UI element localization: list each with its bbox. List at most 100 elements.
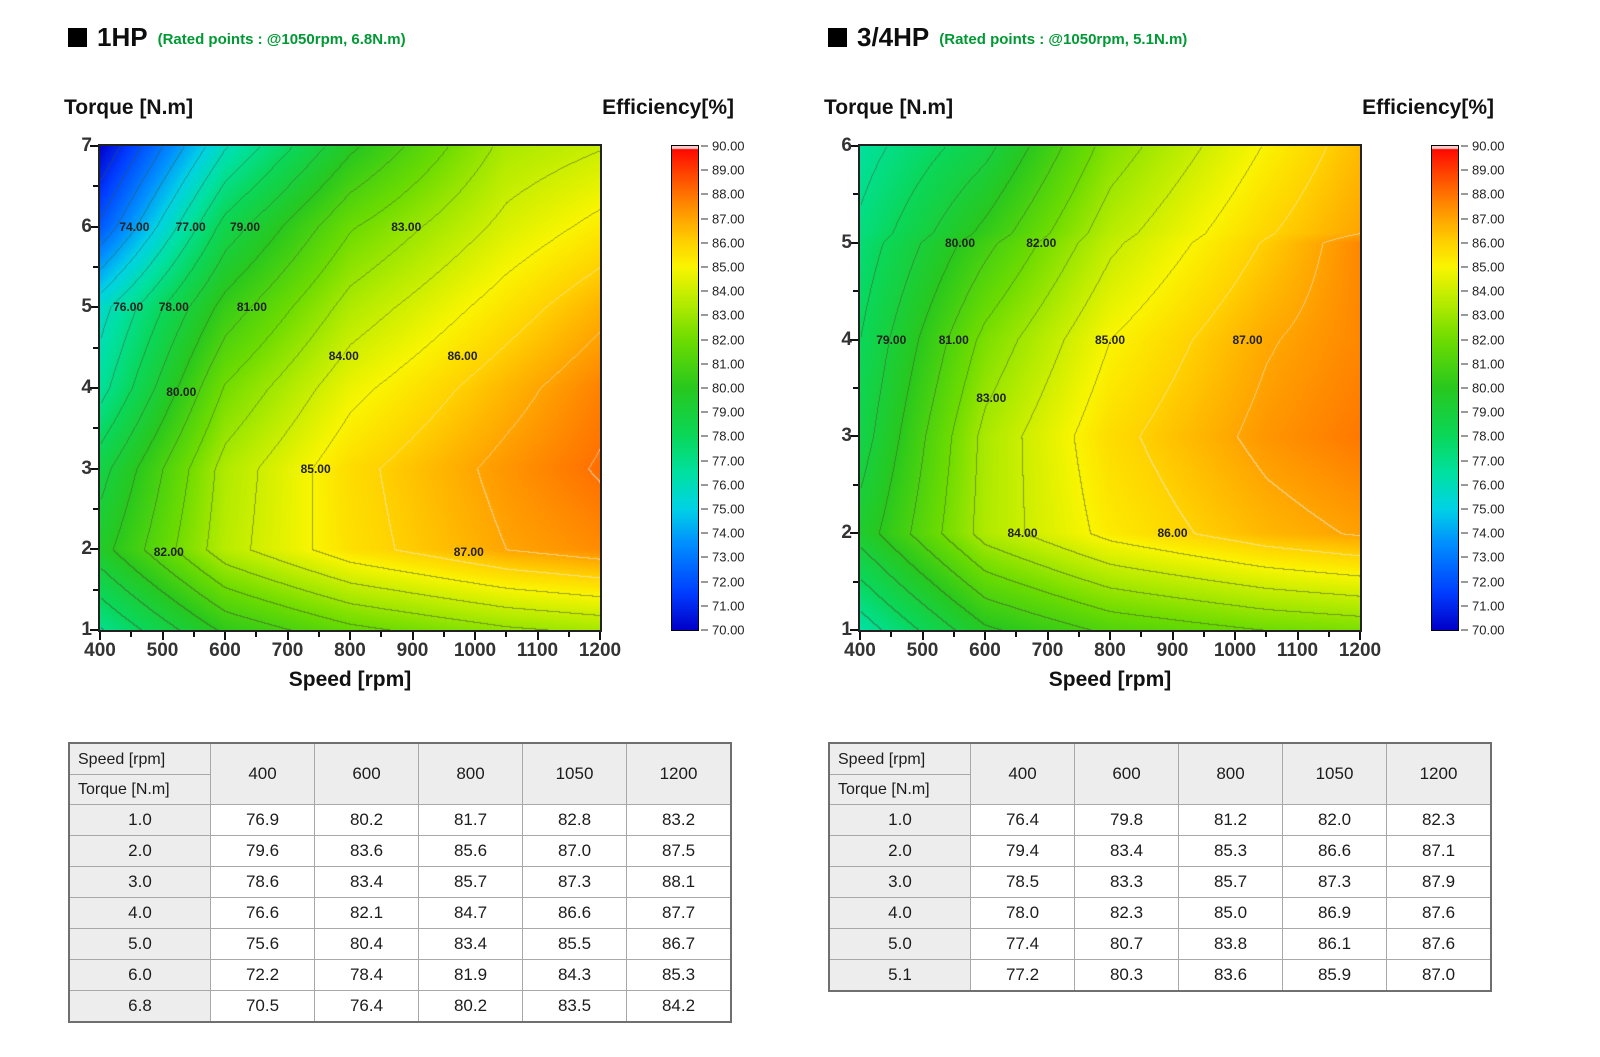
table-body: 1.0 76.4 79.8 81.2 82.0 82.3 2.0 79.4 83.4 85.3 86… (828, 804, 1492, 992)
x-tick-label: 700 (271, 640, 304, 661)
table-header-row: Speed [rpm] Torque [N.m] 400 600 800 1050 1200 (68, 742, 732, 805)
y-tick-label: 5 (841, 231, 852, 253)
colorbar-tick-label: 86.00 (712, 235, 745, 251)
table-row: 1.0 76.4 79.8 81.2 82.0 82.3 (828, 804, 1492, 836)
colorbar-tick-label: 72.00 (1472, 574, 1505, 590)
panel-title: 3/4HP (857, 22, 930, 52)
efficiency-value-cell: 76.9 (210, 804, 315, 836)
colorbar-tick (1461, 241, 1468, 244)
colorbar-tick-label: 82.00 (1472, 332, 1505, 348)
y-tick-label: 4 (841, 328, 852, 350)
torque-header: Torque [N.m] (78, 780, 170, 798)
table-row: 6.0 72.2 78.4 81.9 84.3 85.3 (68, 959, 732, 991)
colorbar-tick (1461, 483, 1468, 486)
y-tick-label: 6 (81, 215, 92, 237)
colorbar-tick-label: 86.00 (1472, 235, 1505, 251)
table-row: 1.0 76.9 80.2 81.7 82.8 83.2 (68, 804, 732, 836)
colorbar-tick (1461, 169, 1468, 172)
speed-header: Speed [rpm] (830, 745, 970, 775)
efficiency-value-cell: 81.9 (418, 959, 523, 991)
colorbar-tick-label: 89.00 (1472, 162, 1505, 178)
colorbar-tick (701, 290, 708, 293)
efficiency-value-cell: 87.3 (1282, 866, 1387, 898)
colorbar-tick (1461, 145, 1468, 147)
efficiency-value-cell: 83.8 (1178, 928, 1283, 960)
x-tick-label: 1200 (578, 640, 622, 661)
x-tick-label: 1100 (1276, 640, 1319, 661)
efficiency-value-cell: 81.2 (1178, 804, 1283, 836)
contour-plot (98, 144, 602, 632)
torque-header: Torque [N.m] (838, 780, 930, 798)
efficiency-value-cell: 85.5 (522, 928, 627, 960)
efficiency-value-cell: 87.3 (522, 866, 627, 898)
table-row: 5.1 77.2 80.3 83.6 85.9 87.0 (828, 959, 1492, 992)
efficiency-value-cell: 87.5 (626, 835, 732, 867)
panel-title: 1HP (97, 22, 148, 52)
x-minor-tick (1140, 632, 1143, 637)
y-major-tick (90, 387, 98, 389)
colorbar-tick (1461, 266, 1468, 268)
colorbar-tick-label: 75.00 (712, 501, 745, 517)
efficiency-value-cell: 80.7 (1074, 928, 1179, 960)
table-row: 6.8 70.5 76.4 80.2 83.5 84.2 (68, 990, 732, 1023)
x-tick-label: 500 (146, 640, 179, 661)
colorbar-title: Efficiency[%] (602, 96, 734, 119)
colorbar-tick (1461, 508, 1468, 510)
colorbar-tick-label: 90.00 (1472, 138, 1505, 154)
efficiency-value-cell: 79.6 (210, 835, 315, 867)
x-tick-label: 900 (1156, 640, 1189, 661)
x-tick-label: 500 (906, 640, 939, 661)
efficiency-value-cell: 78.6 (210, 866, 315, 898)
efficiency-value-cell: 76.6 (210, 897, 315, 929)
colorbar-tick-label: 83.00 (712, 307, 745, 323)
y-tick-label: 4 (81, 377, 92, 398)
efficiency-value-cell: 87.6 (1386, 928, 1492, 960)
x-minor-tick (1327, 632, 1330, 637)
x-major-tick (536, 632, 539, 640)
y-major-tick (90, 225, 98, 228)
speed-column-header: 1200 (626, 742, 732, 805)
x-tick-label: 1000 (1213, 640, 1257, 661)
colorbar-tick-label: 74.00 (1472, 525, 1505, 541)
y-major-tick (850, 532, 858, 535)
colorbar-tick (701, 266, 708, 268)
efficiency-value-cell: 83.2 (626, 804, 732, 836)
efficiency-value-cell: 86.6 (522, 897, 627, 929)
y-tick-label: 2 (81, 538, 92, 560)
efficiency-value-cell: 83.5 (522, 990, 627, 1023)
torque-value-cell: 3.0 (68, 866, 211, 898)
colorbar-tick-label: 80.00 (1472, 380, 1505, 396)
colorbar-tick (1461, 387, 1468, 389)
efficiency-value-cell: 85.9 (1282, 959, 1387, 992)
y-major-tick (850, 338, 858, 341)
x-minor-tick (317, 632, 320, 637)
colorbar-tick (701, 217, 708, 220)
y-major-tick (90, 145, 98, 147)
speed-header: Speed [rpm] (70, 745, 210, 775)
efficiency-value-cell: 88.1 (626, 866, 732, 898)
title-square-bullet-icon (68, 28, 87, 47)
efficiency-value-cell: 83.6 (1178, 959, 1283, 992)
efficiency-value-cell: 83.4 (1074, 835, 1179, 867)
colorbar-tick (1461, 217, 1468, 220)
table-row: 4.0 78.0 82.3 85.0 86.9 87.6 (828, 897, 1492, 929)
efficiency-value-cell: 79.8 (1074, 804, 1179, 836)
speed-column-header: 1050 (522, 742, 627, 805)
efficiency-value-cell: 79.4 (970, 835, 1075, 867)
table-row: 2.0 79.4 83.4 85.3 86.6 87.1 (828, 835, 1492, 867)
torque-value-cell: 5.0 (68, 928, 211, 960)
table-header-row: Speed [rpm] Torque [N.m] 400 600 800 1050 1200 (828, 742, 1492, 805)
colorbar-tick (701, 532, 708, 535)
colorbar-tick (701, 483, 708, 486)
efficiency-value-cell: 80.4 (314, 928, 419, 960)
x-minor-tick (952, 632, 955, 637)
y-major-tick (850, 145, 858, 147)
torque-value-cell: 3.0 (828, 866, 971, 898)
torque-value-cell: 5.1 (828, 959, 971, 992)
efficiency-value-cell: 85.6 (418, 835, 523, 867)
colorbar-tick-label: 74.00 (712, 525, 745, 541)
colorbar-tick-label: 78.00 (712, 428, 745, 444)
x-major-tick (1171, 632, 1174, 640)
x-major-tick (474, 632, 476, 640)
efficiency-value-cell: 78.0 (970, 897, 1075, 929)
